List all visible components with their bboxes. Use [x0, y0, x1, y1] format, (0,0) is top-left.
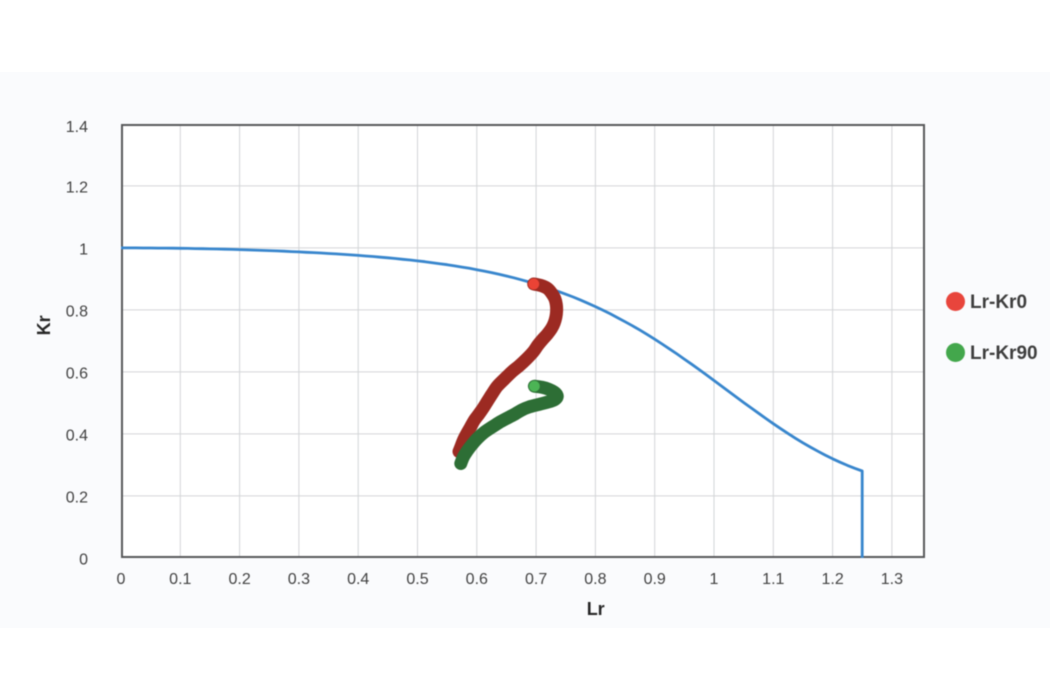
svg-text:0.2: 0.2 — [66, 489, 88, 506]
svg-text:0: 0 — [117, 571, 126, 588]
svg-text:1: 1 — [710, 571, 719, 588]
svg-text:1.1: 1.1 — [762, 571, 784, 588]
svg-text:Lr-Kr0: Lr-Kr0 — [970, 292, 1027, 313]
svg-text:1.3: 1.3 — [881, 571, 903, 588]
svg-text:1.2: 1.2 — [66, 179, 88, 196]
svg-text:1: 1 — [79, 241, 88, 258]
svg-text:0.5: 0.5 — [406, 571, 428, 588]
svg-text:Lr-Kr90: Lr-Kr90 — [970, 343, 1038, 364]
svg-text:0.4: 0.4 — [66, 427, 88, 444]
svg-text:0.9: 0.9 — [644, 571, 666, 588]
svg-text:0.6: 0.6 — [466, 571, 488, 588]
svg-text:Kr: Kr — [34, 315, 54, 335]
svg-text:0.6: 0.6 — [66, 365, 88, 382]
svg-text:1.2: 1.2 — [821, 571, 843, 588]
svg-text:0.8: 0.8 — [584, 571, 606, 588]
svg-text:0.8: 0.8 — [66, 303, 88, 320]
svg-text:0.1: 0.1 — [169, 571, 191, 588]
svg-text:0.3: 0.3 — [288, 571, 310, 588]
svg-text:0: 0 — [79, 551, 88, 568]
svg-text:0.4: 0.4 — [347, 571, 369, 588]
svg-text:Lr: Lr — [587, 599, 605, 619]
svg-text:0.7: 0.7 — [525, 571, 547, 588]
svg-text:1.4: 1.4 — [66, 119, 88, 136]
svg-text:0.2: 0.2 — [228, 571, 250, 588]
